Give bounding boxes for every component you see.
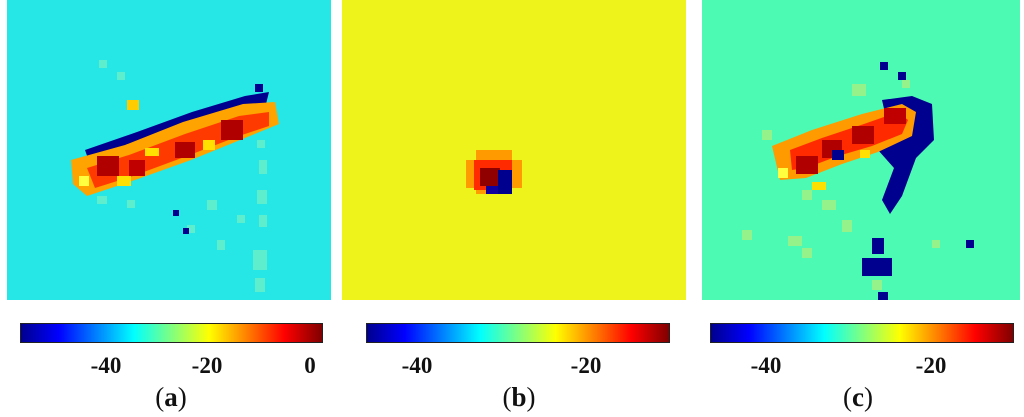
heatmap-a-noise — [97, 60, 267, 292]
caption-c: (c) — [843, 382, 873, 412]
colorbar-b-tick-1: -20 — [570, 353, 602, 378]
colorbar-c-tick-1: -20 — [915, 353, 947, 378]
colorbar-c — [710, 323, 1014, 343]
colorbar-b — [366, 323, 670, 343]
heatmap-a-ship — [71, 100, 279, 196]
heatmap-b — [342, 0, 686, 300]
colorbar-a-tick-2: 0 — [304, 353, 316, 378]
heatmap-c-ship — [772, 104, 916, 190]
heatmap-a — [7, 0, 331, 300]
colorbar-c-tick-0: -40 — [750, 353, 782, 378]
colorbar-a — [20, 323, 323, 343]
colorbar-b-tick-0: -40 — [401, 353, 433, 378]
colorbar-a-tick-1: -20 — [191, 353, 223, 378]
panel-c: -40 -20 (c) — [684, 0, 1024, 417]
caption-a: (a) — [155, 382, 187, 412]
heatmap-b-target — [466, 150, 522, 194]
caption-b: (b) — [502, 382, 536, 412]
panel-b: -40 -20 (b) — [342, 0, 686, 417]
panel-a: -40 -20 0 (a) — [0, 0, 340, 417]
heatmap-b-background — [342, 0, 686, 300]
colorbar-a-tick-0: -40 — [90, 353, 122, 378]
heatmap-c-noise — [742, 80, 940, 290]
heatmap-c — [702, 0, 1020, 300]
